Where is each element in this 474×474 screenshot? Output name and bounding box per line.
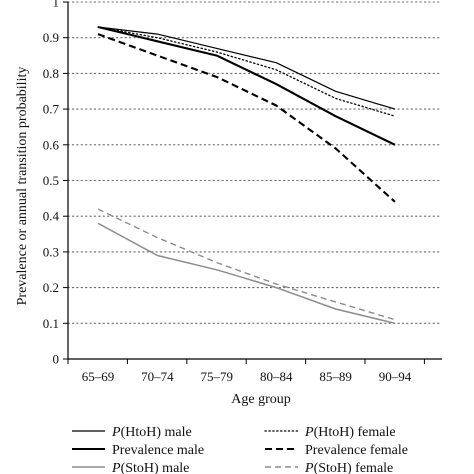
y-tick-label: 0 [53, 352, 60, 367]
legend-label-p-stoh-male: P(StoH) male [111, 461, 189, 474]
y-tick-label: 0.2 [43, 280, 59, 295]
x-axis-label: Age group [231, 392, 291, 407]
y-tick-label: 0.3 [43, 244, 59, 259]
y-tick-label: 0.8 [43, 66, 59, 81]
y-tick-label: 0.7 [43, 102, 60, 117]
x-tick-label: 90–94 [379, 369, 412, 384]
series-line-prevalence-female [97, 33, 396, 203]
axes [63, 1, 442, 364]
gridlines [67, 1, 443, 324]
legend-label-p-stoh-female: P(StoH) female [304, 461, 393, 474]
legend: P(HtoH) male P(HtoH) female Prevalence mal… [72, 425, 408, 474]
x-tick-label: 70–74 [141, 369, 174, 384]
x-tick-label: 80–84 [260, 369, 293, 384]
series-lines [97, 25, 396, 325]
x-tick-label: 75–79 [201, 369, 234, 384]
series-line-p-htoh-male [97, 26, 396, 110]
legend-label-p-htoh-female: P(HtoH) female [304, 425, 396, 440]
y-tick-label: 0.5 [43, 173, 59, 188]
series-line-p-htoh-female [97, 26, 396, 117]
series-line-p-stoh-male [97, 222, 396, 325]
tick-labels: 0 0.1 0.2 0.3 0.4 0.5 0.6 0.7 0.8 0.9 1 65–69 70–74 7… [43, 0, 412, 384]
y-tick-label: 1 [53, 0, 60, 10]
y-axis-label: Prevalence or annual transition probabil… [15, 67, 30, 306]
series-line-prevalence-male [97, 25, 396, 146]
legend-label-prevalence-female: Prevalence female [305, 443, 408, 458]
legend-label-p-htoh-male: P(HtoH) male [111, 425, 192, 440]
y-tick-label: 0.4 [43, 209, 60, 224]
x-tick-label: 65–69 [82, 369, 115, 384]
x-tick-label: 85–89 [319, 369, 352, 384]
legend-label-prevalence-male: Prevalence male [112, 443, 204, 458]
series-line-p-stoh-female [97, 208, 396, 321]
y-tick-label: 0.1 [43, 316, 59, 331]
y-tick-label: 0.9 [43, 30, 59, 45]
y-tick-label: 0.6 [43, 137, 60, 152]
